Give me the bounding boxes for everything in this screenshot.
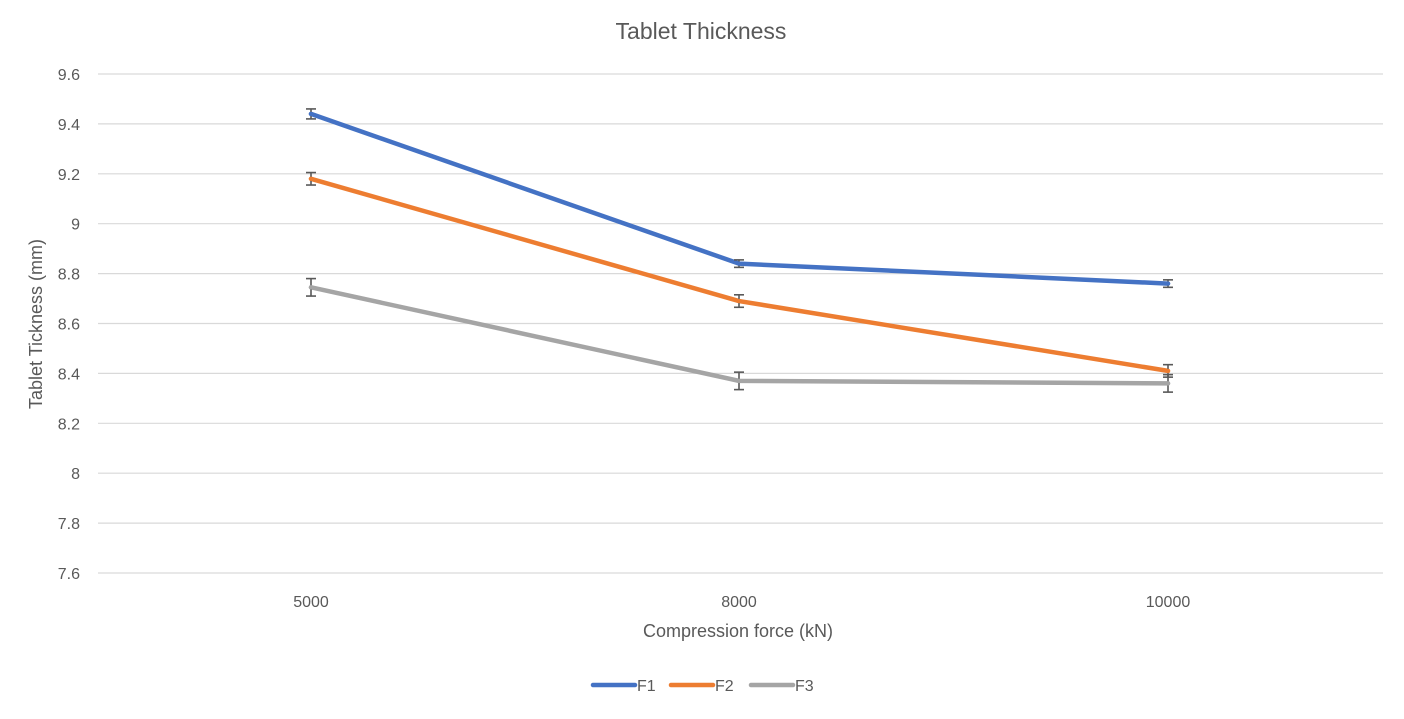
series-line [308,111,1171,286]
data-point [1165,381,1171,386]
x-axis-label: Compression force (kN) [643,621,833,641]
legend-item-f2: F2 [668,678,734,695]
series-f3 [306,277,1173,393]
x-tick-label: 10000 [1146,594,1191,611]
y-tick-label: 8.4 [58,366,80,383]
y-tick-label: 8.2 [58,416,80,433]
data-point [308,285,314,290]
gridlines [98,73,1383,574]
legend-label: F3 [795,678,814,695]
y-tick-label: 7.6 [58,566,80,583]
data-point [308,176,314,181]
y-tick-label: 8.6 [58,317,80,334]
data-point [736,298,742,304]
x-axis-ticks: 5000 8000 10000 [293,594,1190,611]
chart-title: Tablet Thickness [616,18,787,44]
x-tick-label: 5000 [293,594,329,611]
y-tick-label: 8 [71,466,80,483]
y-tick-label: 9.6 [58,67,80,84]
series-line [308,176,1171,374]
y-tick-label: 9 [71,217,80,234]
series-f1 [306,108,1173,289]
series-group [306,108,1173,393]
legend-item-f1: F1 [590,678,656,695]
y-tick-label: 9.4 [58,117,80,134]
data-point [1165,368,1171,374]
y-tick-label: 8.8 [58,267,80,284]
data-point [736,378,742,384]
legend: F1 F2 F3 [590,678,814,695]
y-axis-label: Tablet Tickness (mm) [26,239,46,409]
legend-label: F1 [637,678,656,695]
y-tick-label: 9.2 [58,167,80,184]
series-f2 [306,171,1173,378]
data-point [308,111,314,117]
y-axis-ticks: 9.6 9.4 9.2 9 8.8 8.6 8.4 8.2 8 7.8 7.6 [58,67,80,583]
y-tick-label: 7.8 [58,516,80,533]
data-point [736,261,742,266]
data-point [1165,281,1171,286]
x-tick-label: 8000 [721,594,757,611]
legend-item-f3: F3 [748,678,814,695]
legend-label: F2 [715,678,734,695]
